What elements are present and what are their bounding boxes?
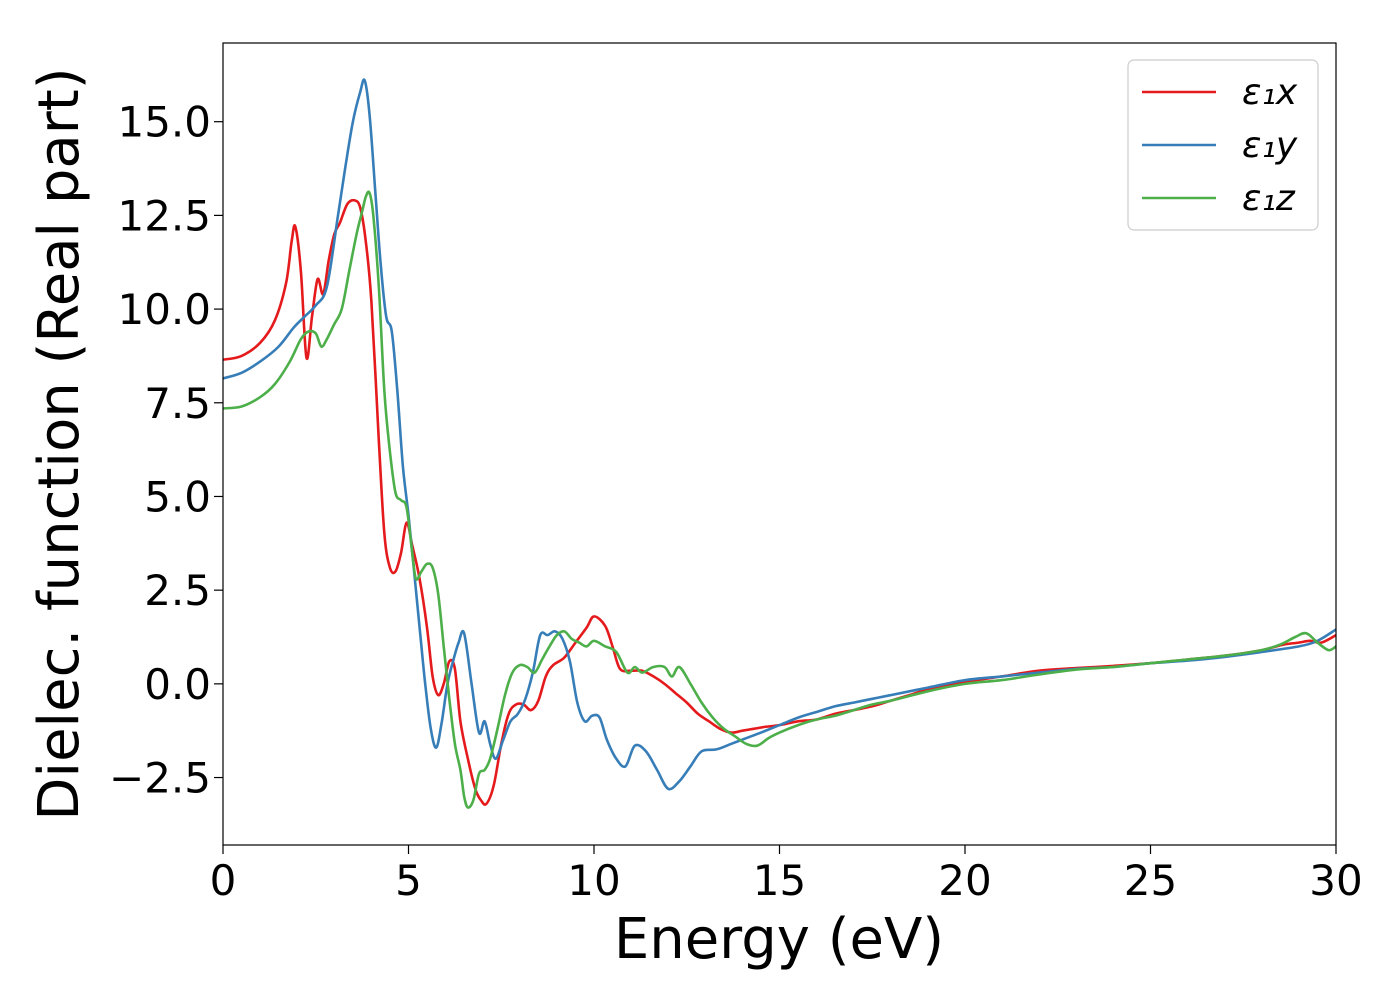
x-tick-label: 30: [1309, 856, 1362, 905]
y-tick-label: 12.5: [117, 191, 211, 240]
legend: ε₁x ε₁y ε₁z: [1127, 59, 1319, 231]
legend-label: ε₁z: [1242, 178, 1296, 219]
y-axis-label: Dielec. function (Real part): [27, 67, 92, 820]
y-tick-label: 7.5: [144, 379, 211, 428]
x-tick-label: 10: [567, 856, 620, 905]
series-line-1: [223, 198, 1336, 806]
legend-box: [1127, 59, 1319, 231]
x-axis-ticks: 0 5 10 15 20 25 30: [210, 845, 1363, 905]
series-line-3: [223, 190, 1336, 809]
y-tick-label: 0.0: [144, 660, 211, 709]
y-axis-ticks: −2.5 0.0 2.5 5.0 7.5 10.0 12.5 15.0: [109, 98, 223, 803]
y-tick-label: 2.5: [144, 566, 211, 615]
legend-label: ε₁x: [1242, 72, 1298, 113]
series-layer: [223, 78, 1336, 809]
x-axis-label: Energy (eV): [614, 907, 944, 972]
x-tick-label: 5: [395, 856, 422, 905]
x-tick-label: 25: [1124, 856, 1177, 905]
y-tick-label: 15.0: [117, 98, 211, 147]
x-tick-label: 0: [210, 856, 237, 905]
y-tick-label: −2.5: [109, 754, 211, 803]
legend-label: ε₁y: [1242, 125, 1298, 166]
series-line-2: [223, 78, 1336, 791]
x-tick-label: 20: [938, 856, 991, 905]
y-tick-label: 10.0: [117, 285, 211, 334]
y-tick-label: 5.0: [144, 472, 211, 521]
x-tick-label: 15: [753, 856, 806, 905]
